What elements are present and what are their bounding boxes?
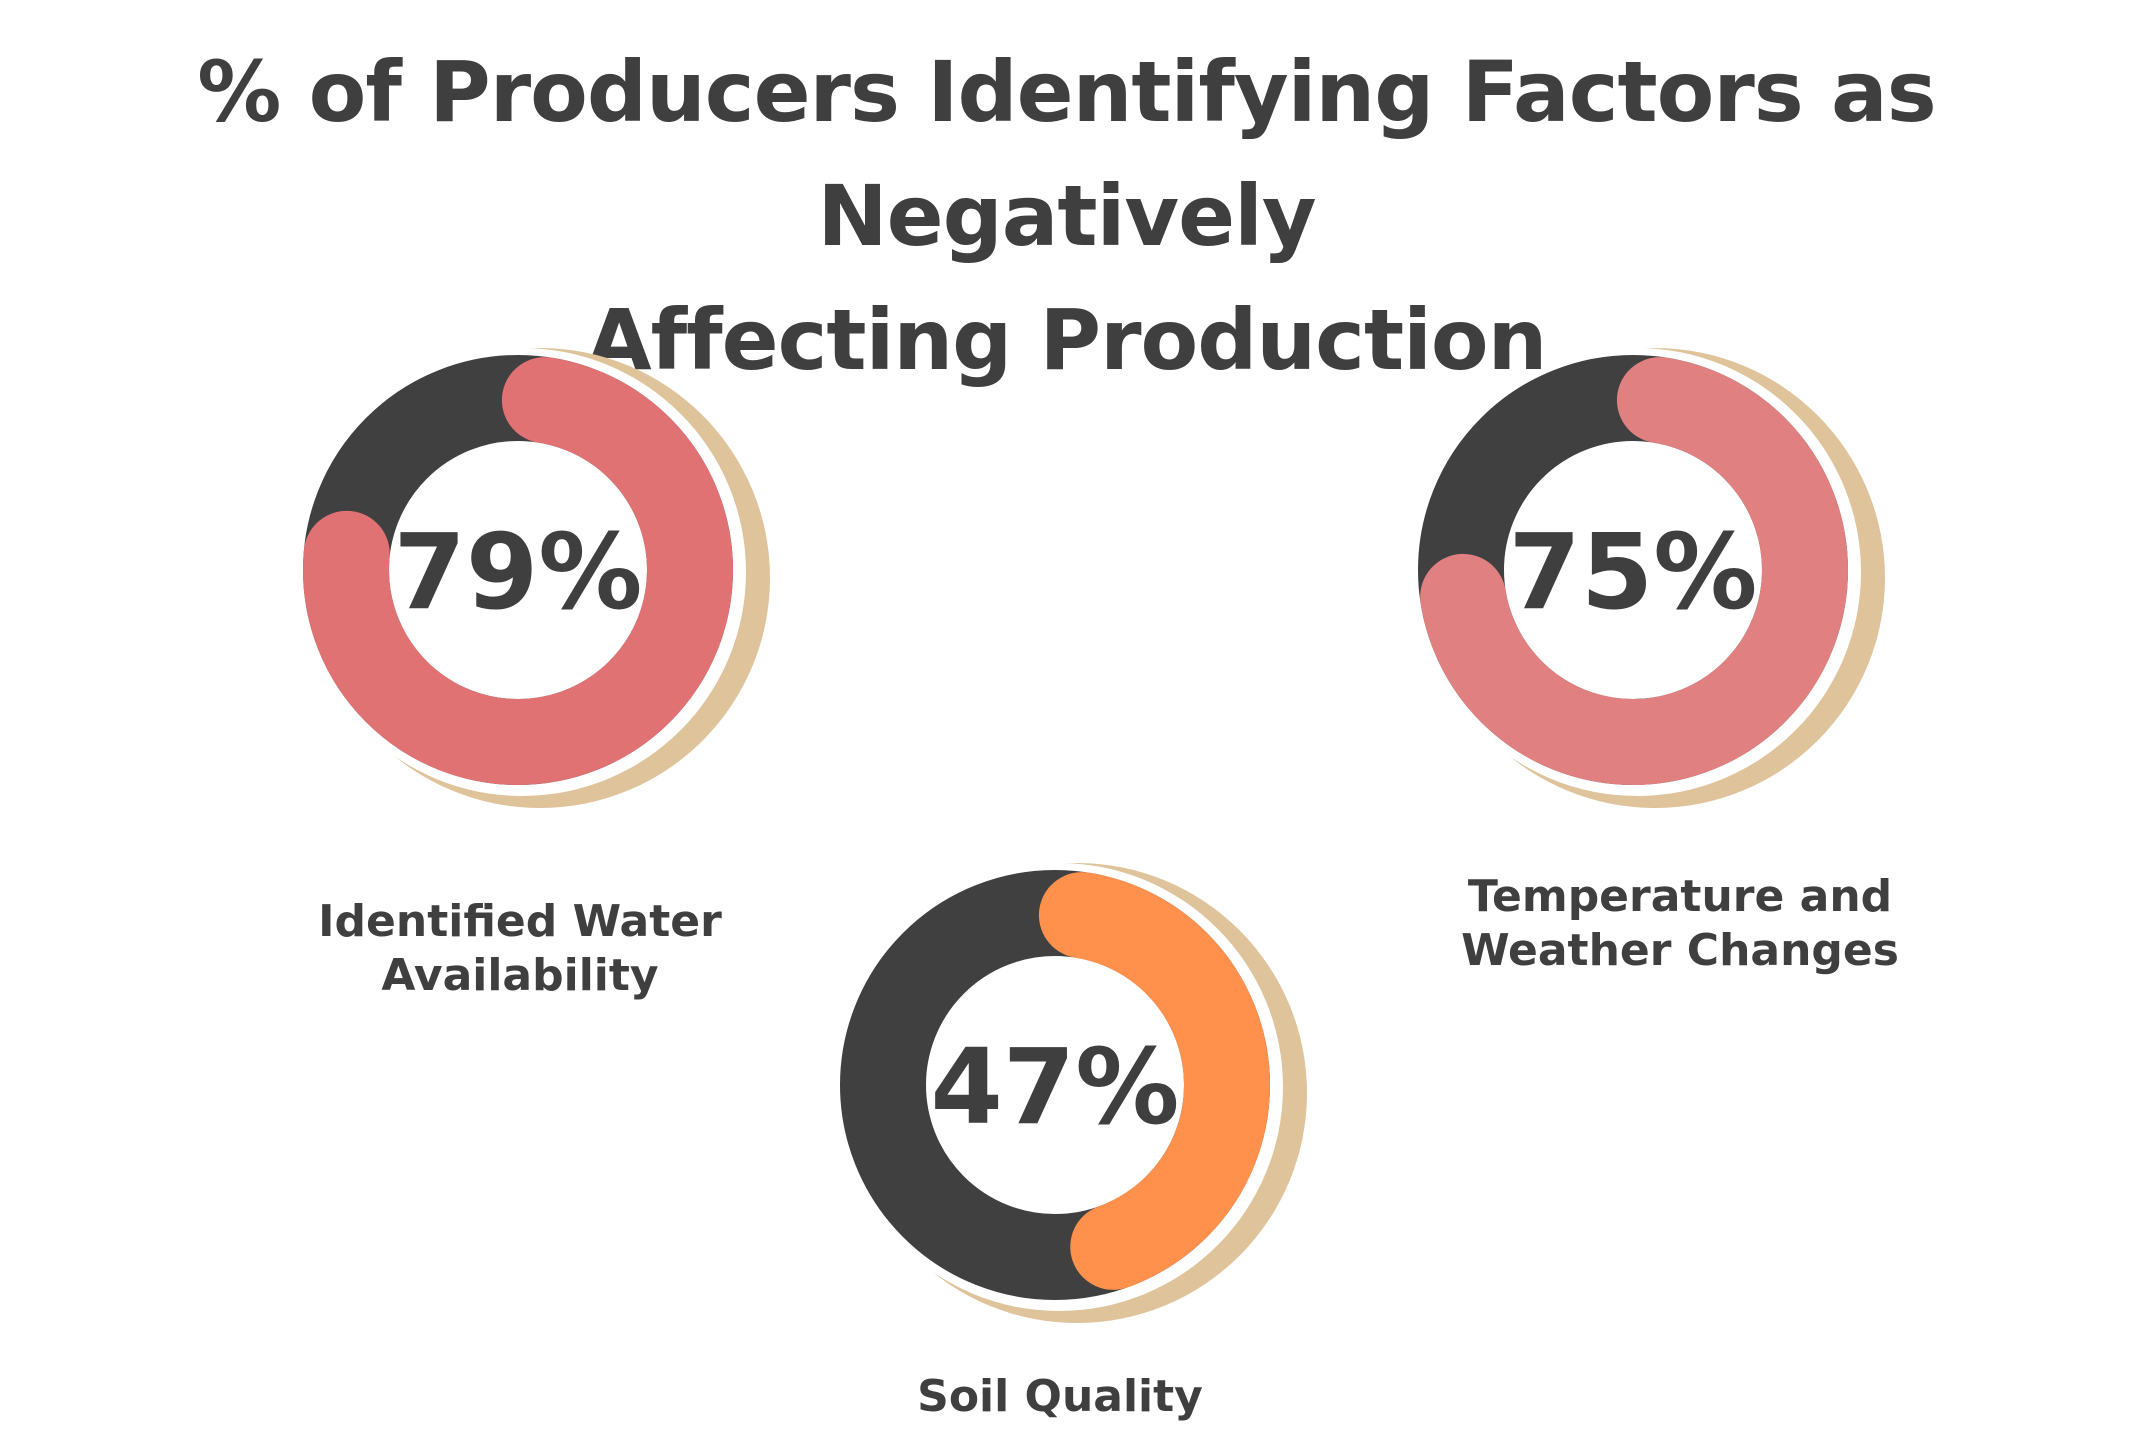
donut-value-water: 79% [394, 511, 643, 633]
donut-label-water: Identified Water Availability [250, 895, 790, 1003]
donut-temperature: 75% [1413, 348, 1885, 808]
donut-label-water-line-2: Availability [381, 950, 659, 1001]
donut-label-water-line-1: Identified Water [318, 896, 722, 947]
chart-title: % of Producers Identifying Factors as Ne… [0, 30, 2133, 402]
donut-label-soil: Soil Quality [780, 1370, 1340, 1424]
donut-label-temperature-line-2: Weather Changes [1461, 925, 1899, 976]
donut-arc-soil [1038, 872, 1270, 1290]
donut-value-soil: 47% [931, 1026, 1180, 1148]
donut-water: 79% [298, 348, 770, 808]
donut-label-soil-line-1: Soil Quality [917, 1371, 1203, 1422]
donut-arc-water [303, 357, 733, 785]
donut-soil: 47% [835, 863, 1307, 1323]
donut-arc-temperature [1420, 357, 1848, 785]
donut-label-temperature: Temperature and Weather Changes [1400, 870, 1960, 978]
chart-title-line-2: Affecting Production [586, 291, 1548, 389]
chart-title-line-1: % of Producers Identifying Factors as Ne… [197, 43, 1936, 265]
donut-value-temperature: 75% [1509, 511, 1758, 633]
donut-label-temperature-line-1: Temperature and [1467, 871, 1893, 922]
